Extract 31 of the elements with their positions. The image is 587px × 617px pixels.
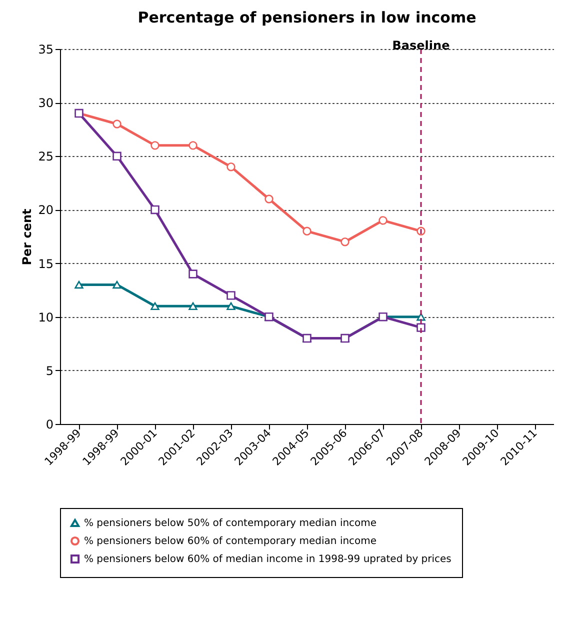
- ref-line-label: Baseline: [392, 38, 450, 52]
- y-tick-label: 15: [38, 256, 54, 271]
- y-tick-label: 30: [38, 96, 54, 110]
- point: [150, 302, 160, 310]
- legend-label: % pensioners below 60% of contemporary median income: [84, 536, 377, 547]
- point: [226, 291, 236, 300]
- y-axis-title: Per cent: [20, 208, 34, 266]
- point: [150, 141, 160, 150]
- point: [188, 141, 198, 150]
- point: [340, 238, 350, 246]
- point: [188, 302, 198, 310]
- point: [378, 216, 388, 225]
- point: [74, 280, 84, 289]
- y-tick-label: 20: [38, 203, 54, 218]
- point: [226, 162, 236, 172]
- point: [226, 302, 236, 310]
- y-tick-label: 0: [46, 418, 54, 432]
- point: [112, 152, 122, 160]
- y-tick-label: 35: [38, 42, 54, 56]
- point: [112, 120, 122, 128]
- y-tick-label: 5: [46, 364, 54, 378]
- point: [264, 194, 274, 204]
- point: [302, 226, 312, 236]
- y-tick-label: 25: [38, 150, 54, 164]
- point: [150, 205, 160, 214]
- point: [112, 280, 122, 289]
- chart-title: Percentage of pensioners in low income: [138, 8, 476, 26]
- legend-label: % pensioners below 50% of contemporary median income: [84, 518, 377, 529]
- point: [188, 270, 198, 278]
- y-tick-label: 10: [38, 310, 54, 324]
- legend-label: % pensioners below 60% of median income in 1998-99 uprated by prices: [84, 554, 452, 565]
